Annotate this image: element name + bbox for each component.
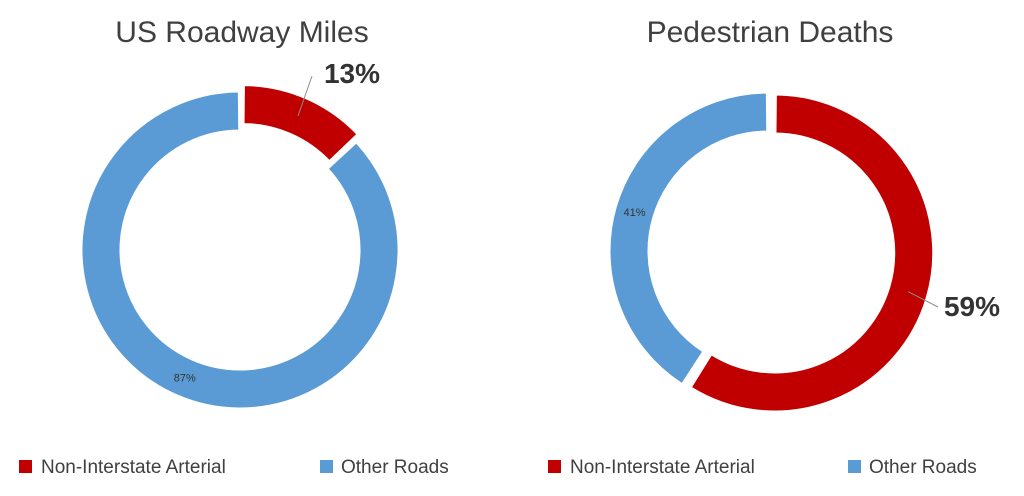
donut-chart-roadway-miles: US Roadway Miles 13% 87% Non-Interstate A… <box>19 16 449 478</box>
slice-other-roads <box>81 91 399 409</box>
donut-chart-pedestrian-deaths: Pedestrian Deaths 59% 41% Non-Interstate … <box>548 16 1000 478</box>
slices <box>81 85 399 409</box>
slice-non-interstate-arterial <box>243 85 358 162</box>
legend-swatch-other <box>320 460 333 473</box>
chart-title: US Roadway Miles <box>115 16 368 49</box>
legend-swatch-arterial <box>548 460 561 473</box>
leader-line <box>907 291 939 308</box>
data-labels: 13% 87% <box>174 58 380 385</box>
legend-label-other: Other Roads <box>341 457 449 478</box>
legend-label-arterial: Non-Interstate Arterial <box>570 457 755 478</box>
legend-label-arterial: Non-Interstate Arterial <box>41 457 226 478</box>
slices <box>609 92 934 412</box>
leader-line <box>297 75 313 117</box>
chart-title: Pedestrian Deaths <box>647 16 894 49</box>
legend-swatch-arterial <box>19 460 32 473</box>
legend-label-other: Other Roads <box>869 457 977 478</box>
data-label: 41% <box>623 207 645 219</box>
data-label-emphasized: 13% <box>324 58 380 89</box>
legend-swatch-other <box>848 460 861 473</box>
slice-non-interstate-arterial <box>690 94 934 412</box>
data-labels: 59% 41% <box>623 207 1000 322</box>
legend: Non-Interstate Arterial Other Roads <box>548 457 977 478</box>
data-label: 87% <box>174 373 196 385</box>
data-label-emphasized: 59% <box>944 291 1000 322</box>
legend: Non-Interstate Arterial Other Roads <box>19 457 449 478</box>
slice-other-roads <box>609 92 768 385</box>
